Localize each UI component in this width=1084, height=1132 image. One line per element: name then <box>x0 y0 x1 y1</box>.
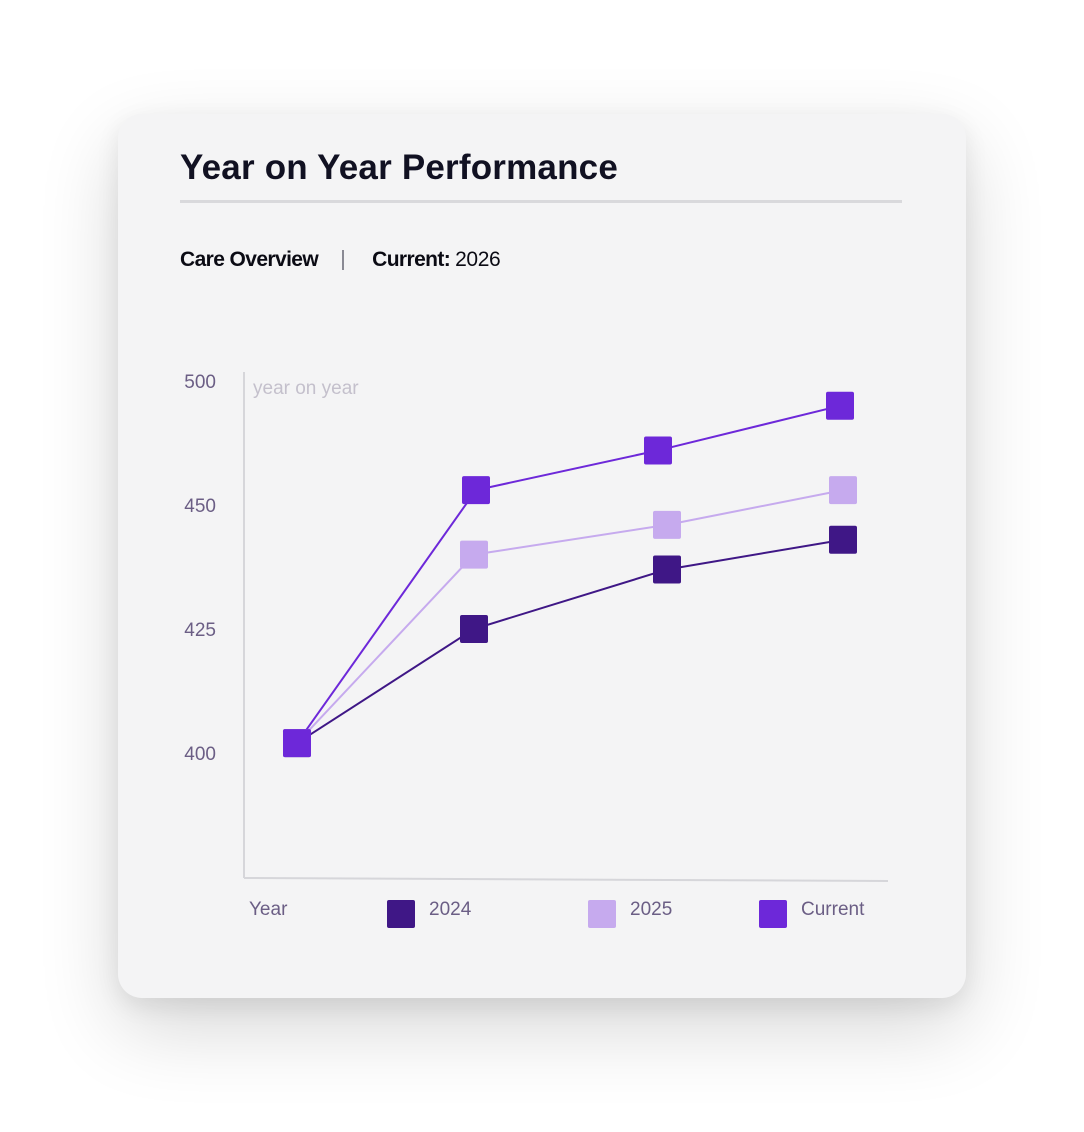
x-axis-line <box>243 877 889 882</box>
data-point-2024 <box>653 555 681 584</box>
legend: 2024 2025 Current <box>387 899 865 928</box>
axis-caption: year on year <box>253 378 359 399</box>
legend-label-2024: 2024 <box>429 899 472 920</box>
data-point-current <box>283 729 311 758</box>
data-point-2025 <box>460 540 488 569</box>
y-tick-label: 450 <box>184 496 216 517</box>
subtitle-separator <box>342 250 345 270</box>
chart-card: Year on Year Performance Care Overview C… <box>118 114 966 998</box>
series-markers <box>283 391 857 758</box>
subtitle-row: Care Overview Current: 2026 <box>180 248 501 272</box>
y-ticks: 400 425 450 500 <box>184 372 216 765</box>
data-point-2025 <box>653 510 681 539</box>
data-point-current <box>644 436 672 465</box>
series-lines <box>296 404 844 744</box>
title-divider <box>180 200 902 203</box>
data-point-current <box>826 391 854 420</box>
current-value: 2026 <box>455 248 501 271</box>
series-line-2024 <box>296 538 844 744</box>
data-point-current <box>462 476 490 505</box>
current-label: Current: <box>372 248 451 271</box>
series-line-2025 <box>296 489 844 744</box>
x-axis-label: Year <box>249 899 288 920</box>
legend-swatch-2025 <box>588 900 616 928</box>
legend-label-2025: 2025 <box>630 899 672 920</box>
subtitle-label: Care Overview <box>180 248 319 271</box>
legend-swatch-2024 <box>387 900 415 928</box>
y-tick-label: 425 <box>184 620 216 641</box>
y-tick-label: 400 <box>184 744 216 765</box>
series-line-current <box>296 404 841 744</box>
page-title: Year on Year Performance <box>180 148 619 187</box>
data-point-2024 <box>829 525 857 554</box>
data-point-2024 <box>460 615 488 643</box>
y-tick-label: 500 <box>184 372 216 393</box>
legend-label-current: Current <box>801 899 865 920</box>
data-point-2025 <box>829 476 857 505</box>
legend-swatch-current <box>759 900 787 928</box>
